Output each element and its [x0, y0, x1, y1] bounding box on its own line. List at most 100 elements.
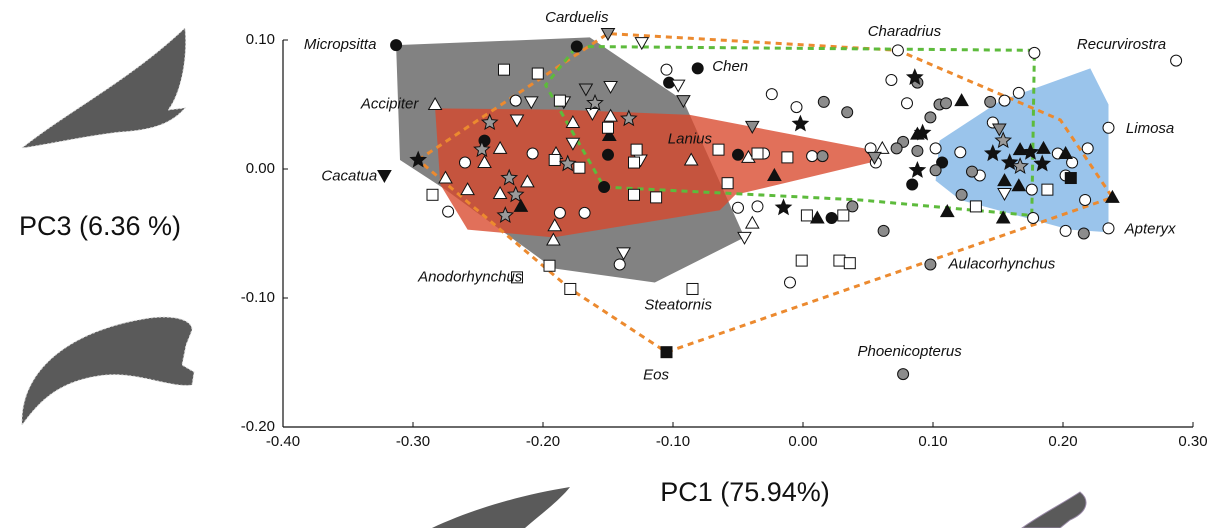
data-point [929, 164, 942, 177]
data-point [477, 155, 492, 169]
data-point [841, 106, 854, 119]
data-point [509, 114, 525, 128]
data-point [558, 154, 577, 172]
data-point [1058, 146, 1073, 160]
data-point [565, 115, 581, 129]
data-point [905, 68, 924, 85]
annotation: Lanius [668, 130, 713, 147]
data-point [390, 39, 403, 52]
data-point [634, 37, 650, 51]
data-point [891, 44, 904, 57]
y-tick-label: -0.20 [241, 418, 275, 435]
x-tick-label: 0.10 [918, 433, 947, 450]
data-point [523, 96, 539, 110]
data-point [553, 206, 566, 219]
data-point [744, 215, 760, 229]
data-point [994, 131, 1013, 149]
data-point [744, 120, 760, 134]
data-point [1102, 121, 1115, 134]
data-point [984, 95, 997, 108]
data-point [885, 73, 898, 86]
data-point [492, 185, 508, 200]
data-point [1011, 157, 1029, 174]
y-axis-title: PC3 (6.36 %) [19, 211, 181, 241]
data-point [691, 62, 704, 75]
data-point [616, 247, 631, 261]
data-point [874, 140, 890, 154]
data-point [997, 188, 1012, 202]
data-point [1025, 183, 1038, 196]
annotation: Aulacorhynchus [948, 255, 1056, 272]
x-tick-label: -0.10 [656, 433, 690, 450]
data-point [526, 147, 539, 160]
annotation: Chen [712, 58, 748, 75]
data-point [913, 123, 932, 141]
data-point [1027, 212, 1040, 225]
data-point [531, 67, 544, 80]
data-point [1102, 222, 1115, 235]
data-point [954, 146, 967, 159]
x-tick-label: -0.40 [266, 433, 300, 450]
annotation: Carduelis [545, 9, 609, 26]
data-point [825, 212, 838, 225]
plot-area: -0.40 -0.30 -0.20 -0.10 0.00 0.10 0.20 0.30 -0.2… [241, 9, 1208, 450]
data-point [1041, 183, 1054, 196]
data-point [877, 224, 890, 237]
data-point [1105, 189, 1120, 203]
data-point [498, 63, 510, 76]
data-point [774, 198, 793, 216]
beak-silhouette [21, 316, 195, 427]
annotation: Anodorhynchus [417, 268, 523, 285]
data-point [598, 181, 611, 194]
data-point [628, 156, 640, 169]
data-point [586, 93, 604, 111]
x-tick-label: 0.20 [1048, 433, 1077, 450]
data-point [781, 151, 794, 164]
annotation: Steatornis [644, 297, 712, 314]
data-point [924, 258, 937, 271]
data-point [817, 95, 830, 108]
data-point [377, 169, 392, 183]
data-point [867, 151, 882, 165]
data-point [924, 111, 937, 124]
data-point [553, 94, 566, 107]
data-point [409, 150, 428, 168]
y-tick-label: -0.10 [241, 289, 275, 306]
annotation: Apteryx [1124, 221, 1176, 238]
data-point [650, 191, 663, 204]
data-point [1012, 142, 1028, 156]
data-point [613, 258, 626, 271]
data-point [1066, 156, 1079, 169]
data-point [936, 156, 949, 169]
data-point [732, 201, 744, 214]
data-point [427, 96, 443, 110]
data-point [1079, 193, 1092, 206]
data-point [500, 168, 519, 186]
data-point [509, 94, 522, 107]
data-point [800, 209, 813, 222]
data-point [721, 177, 734, 190]
data-point [578, 83, 594, 97]
data-point [543, 259, 556, 272]
data-point [795, 254, 808, 267]
data-point [1036, 140, 1051, 154]
x-tick-label: -0.20 [526, 433, 560, 450]
data-point [816, 150, 829, 163]
data-point [578, 206, 591, 219]
data-point [991, 123, 1007, 137]
data-point [806, 150, 819, 163]
data-point [1028, 46, 1041, 59]
data-point [751, 147, 764, 160]
data-point [1011, 178, 1027, 192]
data-point [940, 97, 952, 110]
data-point [1170, 54, 1183, 67]
data-point [765, 88, 778, 101]
data-point [1064, 172, 1077, 185]
data-point [995, 210, 1011, 224]
annotation: Limosa [1126, 120, 1174, 137]
data-point [843, 257, 856, 270]
data-point [438, 170, 453, 184]
annotation: Charadrius [868, 23, 942, 40]
data-point [897, 368, 910, 381]
data-point [890, 142, 903, 155]
